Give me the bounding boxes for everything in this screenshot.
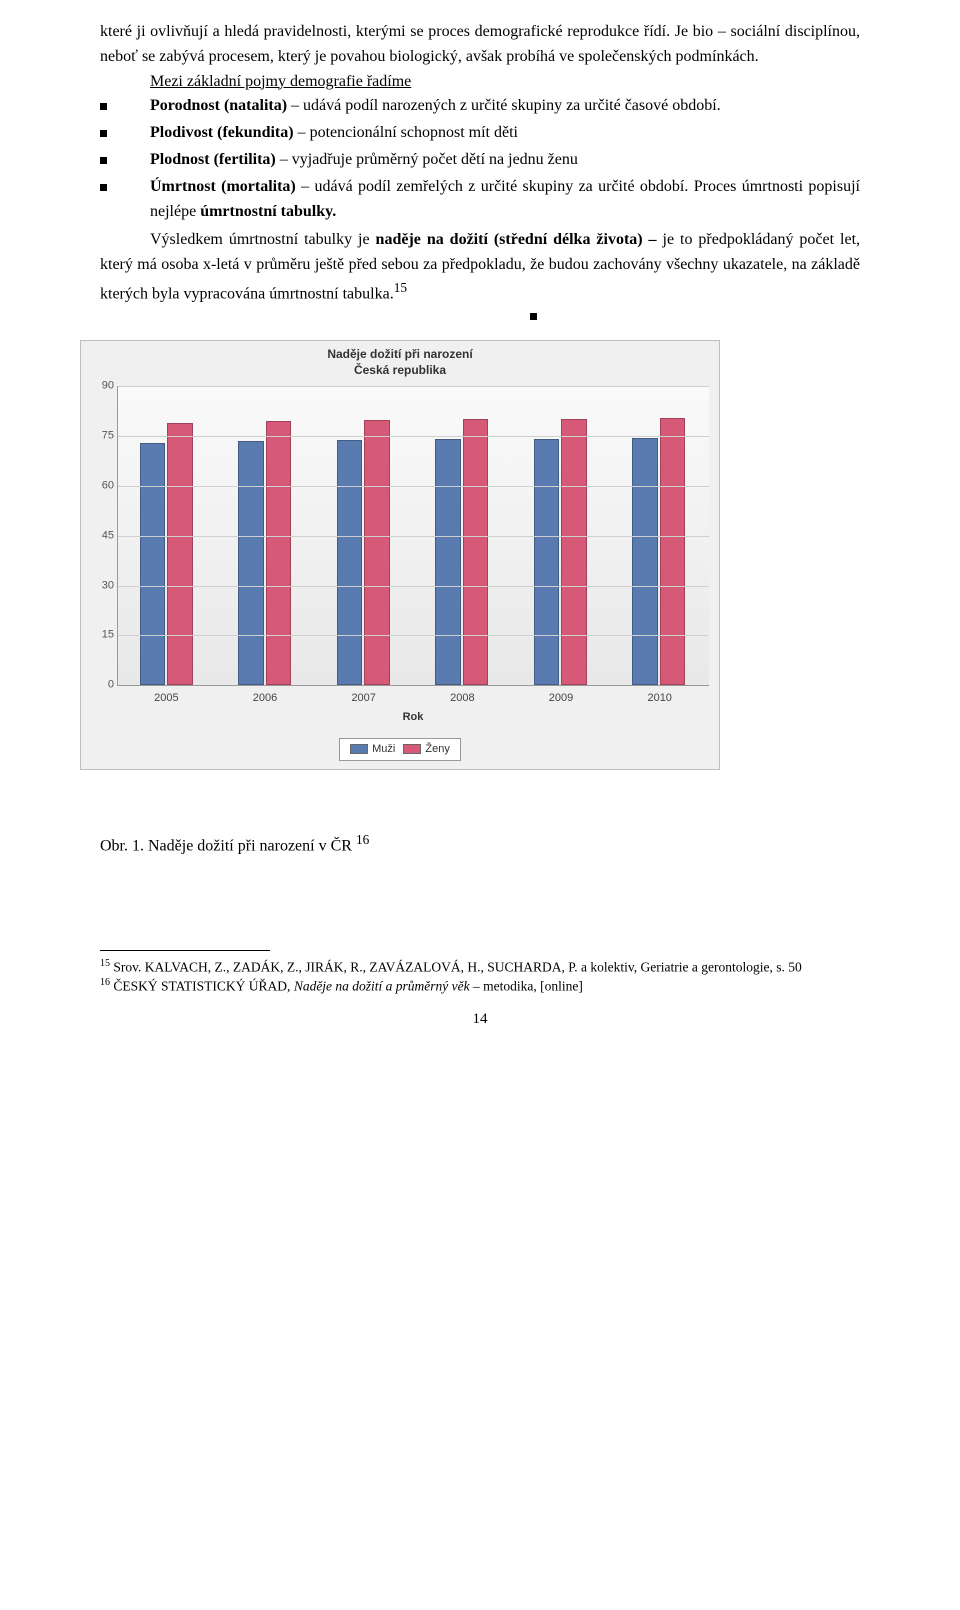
paragraph-2: Výsledkem úmrtnostní tabulky je naděje n…	[100, 228, 860, 307]
chart-title: Naděje dožití při narození Česká republi…	[81, 341, 719, 378]
x-axis-label: 2005	[117, 690, 216, 707]
x-axis-label: 2009	[512, 690, 611, 707]
legend-label: Ženy	[425, 743, 449, 755]
bar-female	[660, 418, 686, 686]
x-axis-title: Rok	[117, 709, 709, 726]
bar-male	[140, 443, 166, 685]
bar-male	[238, 441, 264, 685]
figure-caption: Obr. 1. Naděje dožití při narození v ČR …	[100, 830, 860, 859]
bar-female	[463, 419, 489, 685]
bar-male	[435, 439, 461, 685]
chart-plot-area: 0153045607590	[117, 386, 709, 686]
y-axis-label: 75	[86, 428, 114, 445]
legend-swatch	[403, 744, 421, 754]
chart-legend: Muži Ženy	[81, 730, 719, 769]
bar-male	[337, 440, 363, 685]
page-number: 14	[100, 1008, 860, 1031]
y-axis-label: 15	[86, 627, 114, 644]
bar-female	[364, 420, 390, 685]
bar-female	[266, 421, 292, 686]
y-axis-label: 45	[86, 527, 114, 544]
x-axis-label: 2010	[610, 690, 709, 707]
bullet-item: Plodivost (fekundita) – potencionální sc…	[100, 121, 860, 146]
x-axis-label: 2007	[314, 690, 413, 707]
y-axis-label: 90	[86, 378, 114, 395]
bullet-item: Plodnost (fertilita) – vyjadřuje průměrn…	[100, 148, 860, 173]
legend-label: Muži	[372, 743, 395, 755]
bar-female	[561, 419, 587, 685]
life-expectancy-chart: Naděje dožití při narození Česká republi…	[80, 340, 720, 770]
bar-female	[167, 423, 193, 686]
x-axis-label: 2006	[216, 690, 315, 707]
bar-male	[534, 439, 560, 686]
bullet-item: Úmrtnost (mortalita) – udává podíl zemře…	[100, 175, 860, 225]
y-axis-label: 60	[86, 477, 114, 494]
bullet-list: Porodnost (natalita) – udává podíl naroz…	[100, 94, 860, 224]
bullet-item: Porodnost (natalita) – udává podíl naroz…	[100, 94, 860, 119]
intro-paragraph: které ji ovlivňují a hledá pravidelnosti…	[100, 20, 860, 70]
footnote-separator	[100, 950, 270, 951]
stray-bullet-icon	[530, 313, 537, 320]
legend-swatch	[350, 744, 368, 754]
footnote: 16 ČESKÝ STATISTICKÝ ÚŘAD, Naděje na dož…	[100, 976, 860, 996]
y-axis-label: 30	[86, 577, 114, 594]
y-axis-label: 0	[86, 677, 114, 694]
bar-male	[632, 438, 658, 685]
subheading: Mezi základní pojmy demografie řadíme	[150, 70, 860, 95]
footnote: 15 Srov. KALVACH, Z., ZADÁK, Z., JIRÁK, …	[100, 957, 860, 977]
x-axis-label: 2008	[413, 690, 512, 707]
